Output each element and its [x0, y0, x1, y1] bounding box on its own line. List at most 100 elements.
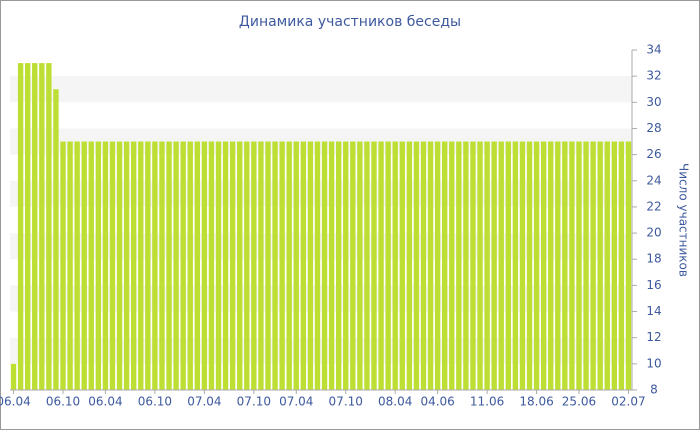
x-tick-label: 07.04: [187, 395, 221, 409]
bar: [116, 141, 123, 390]
bar: [343, 141, 349, 390]
bar: [102, 141, 109, 390]
bar: [562, 141, 568, 390]
bar: [201, 141, 208, 390]
bar: [46, 63, 52, 390]
x-tick-label: 06.04: [0, 395, 31, 409]
bar: [618, 141, 625, 390]
bar: [442, 141, 448, 390]
bar: [286, 141, 292, 390]
bar: [477, 141, 483, 390]
bar: [611, 141, 618, 390]
bar: [505, 141, 511, 390]
bar: [456, 141, 462, 390]
x-tick-label: 07.04: [279, 395, 313, 409]
bar: [484, 141, 490, 390]
y-tick-label: 12: [646, 330, 661, 344]
bar: [378, 141, 384, 390]
bar: [357, 141, 363, 390]
bar: [526, 141, 533, 390]
y-tick-label: 28: [646, 121, 661, 135]
bar: [321, 141, 328, 390]
bar: [548, 141, 554, 390]
bar: [604, 141, 610, 390]
bar: [279, 141, 285, 390]
bar: [293, 141, 299, 390]
bar: [434, 141, 441, 390]
bar: [32, 63, 38, 390]
bar: [335, 141, 342, 390]
bar: [427, 141, 434, 390]
bar: [53, 89, 59, 390]
bar: [590, 141, 596, 390]
bar: [229, 141, 236, 390]
bar: [95, 141, 102, 390]
x-tick-label: 02.07: [611, 395, 645, 409]
bar: [491, 141, 497, 390]
bar: [131, 141, 137, 390]
y-tick-label: 24: [646, 173, 661, 187]
bar: [194, 141, 200, 390]
bar: [145, 141, 151, 390]
bar: [463, 141, 469, 390]
chart-title: Динамика участников беседы: [239, 14, 461, 30]
y-tick-label: 32: [646, 69, 661, 83]
bar: [399, 141, 405, 390]
y-tick-label: 10: [646, 356, 661, 370]
bar: [244, 141, 250, 390]
bar: [215, 141, 222, 390]
bar: [109, 141, 116, 390]
x-tick-label: 07.10: [237, 395, 271, 409]
bar: [166, 141, 172, 390]
bar: [413, 141, 420, 390]
bar: [597, 141, 603, 390]
bar: [569, 141, 575, 390]
y-tick-label: 26: [646, 147, 661, 161]
bar: [272, 141, 278, 390]
bar: [328, 141, 335, 390]
bar: [350, 141, 356, 390]
y-tick-label: 14: [646, 304, 661, 318]
bar: [152, 141, 158, 390]
x-tick-label: 25.06: [562, 395, 596, 409]
bar: [392, 141, 398, 390]
bar: [187, 141, 193, 390]
bar: [138, 141, 144, 390]
bar: [371, 141, 377, 390]
bar: [512, 141, 519, 390]
grid-band: [10, 76, 632, 103]
bar: [420, 141, 427, 390]
bar: [81, 141, 87, 390]
y-tick-label: 8: [650, 383, 658, 397]
bar: [74, 141, 80, 390]
bar: [159, 141, 165, 390]
bar: [123, 141, 130, 390]
bar: [60, 141, 66, 390]
x-tick-label: 18.06: [519, 395, 553, 409]
bar: [470, 141, 476, 390]
bar: [307, 141, 314, 390]
bar: [173, 141, 179, 390]
bar: [385, 141, 391, 390]
x-tick-label: 08.04: [378, 395, 412, 409]
bar: [265, 141, 271, 390]
y-tick-label: 30: [646, 95, 661, 109]
y-tick-label: 34: [646, 43, 661, 57]
bar: [519, 141, 526, 390]
x-tick-label: 07.10: [329, 395, 363, 409]
bar: [251, 141, 257, 390]
bar: [24, 63, 31, 390]
x-tick-label: 06.04: [88, 395, 122, 409]
bar: [88, 141, 94, 390]
x-tick-label: 11.06: [470, 395, 504, 409]
x-tick-label: 06.10: [138, 395, 172, 409]
bar: [208, 141, 215, 390]
bar: [533, 141, 540, 390]
bar: [67, 141, 73, 390]
bar: [540, 141, 547, 390]
bar: [625, 141, 632, 390]
bar: [583, 141, 589, 390]
y-tick-label: 16: [646, 278, 661, 292]
y-tick-label: 18: [646, 252, 661, 266]
y-tick-label: 22: [646, 199, 661, 213]
